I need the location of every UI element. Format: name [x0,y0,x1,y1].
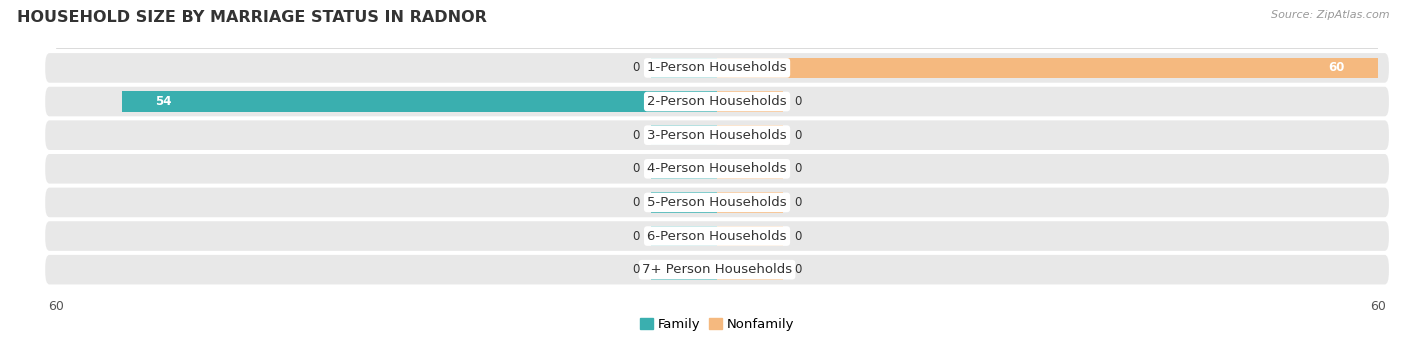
Bar [651,58,717,78]
Text: 3-Person Households: 3-Person Households [647,129,787,142]
Text: 0: 0 [633,196,640,209]
Text: 0: 0 [794,95,801,108]
Text: 2-Person Households: 2-Person Households [647,95,787,108]
Bar [717,91,783,112]
Bar [717,226,783,246]
Text: 54: 54 [156,95,172,108]
Text: 60: 60 [1329,61,1344,74]
Text: 0: 0 [633,162,640,175]
Text: 6-Person Households: 6-Person Households [647,229,787,242]
FancyBboxPatch shape [45,188,1389,217]
Bar [651,226,717,246]
FancyBboxPatch shape [45,255,1389,284]
Bar [717,58,1378,78]
Bar [122,91,717,112]
Legend: Family, Nonfamily: Family, Nonfamily [634,313,800,337]
Text: 4-Person Households: 4-Person Households [647,162,787,175]
Bar [717,192,783,212]
Text: 0: 0 [633,229,640,242]
Bar [717,125,783,145]
Text: 0: 0 [633,61,640,74]
Text: 0: 0 [633,263,640,276]
Bar [651,260,717,280]
Text: 1-Person Households: 1-Person Households [647,61,787,74]
FancyBboxPatch shape [45,87,1389,116]
Text: 0: 0 [794,162,801,175]
Text: HOUSEHOLD SIZE BY MARRIAGE STATUS IN RADNOR: HOUSEHOLD SIZE BY MARRIAGE STATUS IN RAD… [17,10,486,25]
Bar [717,159,783,179]
FancyBboxPatch shape [45,120,1389,150]
Text: Source: ZipAtlas.com: Source: ZipAtlas.com [1271,10,1389,20]
Bar [651,192,717,212]
Text: 0: 0 [633,129,640,142]
FancyBboxPatch shape [45,53,1389,83]
Bar [651,125,717,145]
Bar [651,159,717,179]
FancyBboxPatch shape [45,221,1389,251]
FancyBboxPatch shape [45,154,1389,183]
Text: 0: 0 [794,229,801,242]
Bar [717,260,783,280]
Text: 7+ Person Households: 7+ Person Households [643,263,792,276]
Text: 0: 0 [794,196,801,209]
Text: 5-Person Households: 5-Person Households [647,196,787,209]
Text: 0: 0 [794,263,801,276]
Text: 0: 0 [794,129,801,142]
